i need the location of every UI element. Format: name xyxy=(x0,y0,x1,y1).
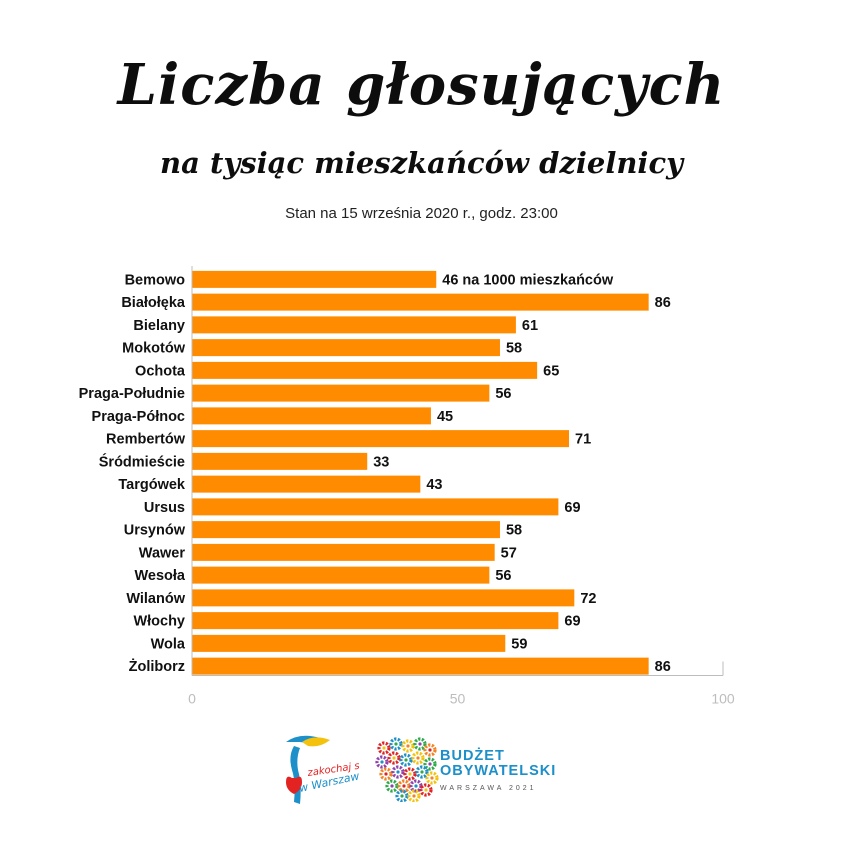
category-label: Włochy xyxy=(133,614,185,630)
category-label: Ursus xyxy=(144,500,185,516)
value-label: 61 xyxy=(522,318,538,334)
category-label: Ochota xyxy=(135,363,186,379)
value-label: 59 xyxy=(511,636,527,652)
category-label: Wilanów xyxy=(126,591,185,607)
bar xyxy=(192,612,559,630)
value-label: 56 xyxy=(495,386,511,402)
zakochaj-sie-w-warszawie-logo: zakochaj się w Warszawie xyxy=(286,735,360,804)
bar xyxy=(192,430,570,448)
value-label: 69 xyxy=(564,614,580,630)
budzet-obywatelski-logo-text: BUDŻET OBYWATELSKI WARSZAWA 2021 xyxy=(440,748,557,793)
category-label: Śródmieście xyxy=(99,452,185,470)
bar xyxy=(192,521,500,539)
bar xyxy=(192,270,437,288)
bar xyxy=(192,589,575,607)
category-label: Bemowo xyxy=(125,272,186,288)
bar xyxy=(192,566,490,584)
value-label: 43 xyxy=(426,477,442,493)
category-label: Mokotów xyxy=(122,341,186,357)
category-label: Żoliborz xyxy=(129,658,185,675)
bar xyxy=(192,634,506,652)
bar xyxy=(192,657,649,675)
bar xyxy=(192,384,490,402)
category-label: Wawer xyxy=(139,545,186,561)
category-label: Bielany xyxy=(133,318,185,334)
bar xyxy=(192,293,649,311)
bar xyxy=(192,498,559,516)
value-label: 86 xyxy=(655,659,671,675)
value-label: 46 na 1000 mieszkańców xyxy=(442,272,614,288)
value-label: 33 xyxy=(373,454,389,470)
x-tick-label: 100 xyxy=(711,691,735,707)
bar xyxy=(192,543,495,561)
value-label: 58 xyxy=(506,341,522,357)
bar xyxy=(192,407,431,425)
value-label: 57 xyxy=(501,545,517,561)
category-label: Praga-Północ xyxy=(92,409,185,425)
value-label: 56 xyxy=(495,568,511,584)
category-label: Wesoła xyxy=(134,568,185,584)
category-label: Wola xyxy=(151,636,186,652)
status-date: Stan na 15 września 2020 r., godz. 23:00 xyxy=(285,205,558,222)
chart-subtitle: na tysiąc mieszkańców dzielnicy xyxy=(160,146,683,180)
value-label: 69 xyxy=(564,500,580,516)
chart-title: Liczba głosujących xyxy=(117,52,726,118)
category-label: Praga-Południe xyxy=(79,386,185,402)
bar xyxy=(192,316,516,334)
category-label: Targówek xyxy=(118,477,186,493)
budzet-obywatelski-gears-logo xyxy=(375,737,439,802)
x-tick-label: 50 xyxy=(450,691,466,707)
value-label: 45 xyxy=(437,409,453,425)
value-label: 58 xyxy=(506,523,522,539)
category-label: Rembertów xyxy=(106,432,186,448)
value-label: 72 xyxy=(580,591,596,607)
category-label: Ursynów xyxy=(124,523,186,539)
bar xyxy=(192,361,538,379)
bar xyxy=(192,452,368,470)
bar xyxy=(192,339,500,357)
value-label: 65 xyxy=(543,363,559,379)
category-label: Białołęka xyxy=(121,295,186,311)
x-tick-label: 0 xyxy=(188,691,196,707)
value-label: 86 xyxy=(655,295,671,311)
bar xyxy=(192,475,421,493)
value-label: 71 xyxy=(575,432,591,448)
